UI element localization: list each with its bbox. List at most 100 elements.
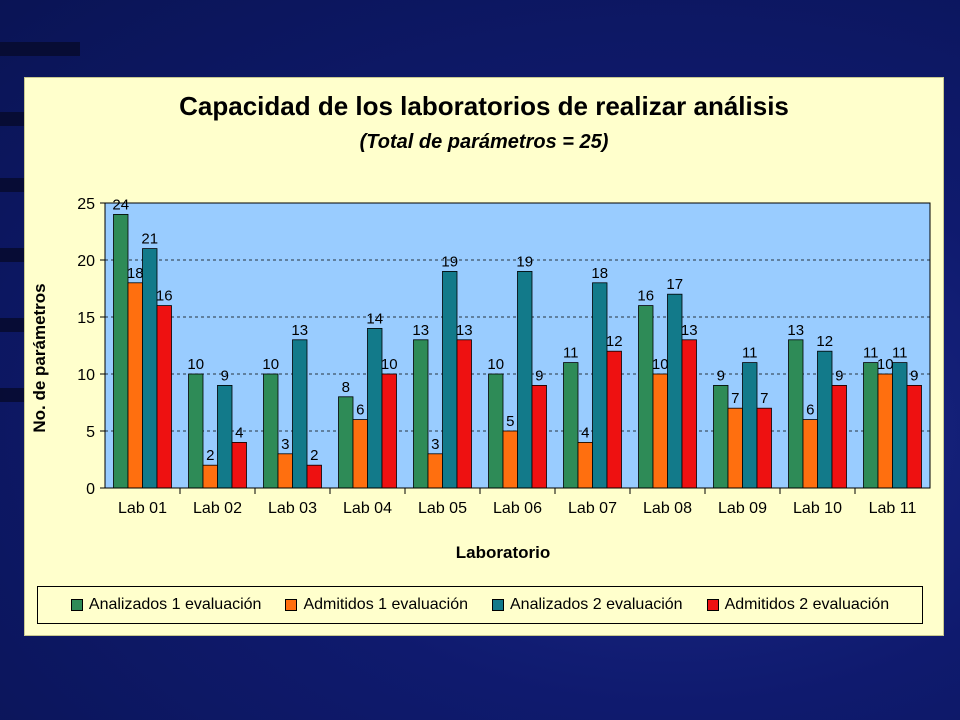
data-label: 3 (431, 436, 439, 453)
data-label: 9 (910, 367, 918, 384)
data-label: 7 (760, 390, 768, 407)
data-label: 13 (681, 322, 698, 339)
bar (831, 384, 847, 489)
bar-chart: 2418211610294103132861410133191310519911… (30, 196, 931, 562)
legend-swatch (706, 599, 719, 611)
legend-swatch (285, 599, 298, 611)
x-tick-label: Lab 02 (193, 500, 242, 517)
data-label: 16 (637, 288, 654, 305)
data-label: 13 (456, 322, 473, 339)
bar (127, 282, 143, 489)
bar (592, 282, 608, 489)
data-label: 12 (816, 333, 833, 350)
data-label: 13 (291, 322, 308, 339)
data-label: 3 (281, 436, 289, 453)
data-label: 11 (863, 345, 879, 362)
bar (456, 339, 472, 489)
background-stripe (0, 42, 80, 56)
background-stripe (0, 248, 24, 262)
legend-label: Admitidos 2 evaluación (724, 596, 890, 613)
data-label: 9 (221, 367, 229, 384)
x-tick-label: Lab 08 (643, 500, 692, 517)
legend-label: Analizados 1 evaluación (88, 596, 262, 613)
y-tick-label: 5 (86, 424, 95, 441)
bar (156, 305, 172, 489)
bar (367, 327, 383, 489)
bar (681, 339, 697, 489)
data-label: 11 (892, 345, 908, 362)
bar (338, 396, 354, 489)
bar (517, 270, 533, 489)
legend-swatch (70, 599, 83, 611)
bar (667, 293, 683, 489)
bar (577, 441, 593, 489)
bar (202, 464, 218, 489)
legend-label: Analizados 2 evaluación (510, 596, 683, 613)
chart-subtitle: (Total de parámetros = 25) (359, 131, 609, 153)
data-label: 4 (581, 424, 589, 441)
data-label: 5 (506, 413, 514, 430)
bar (442, 270, 458, 489)
bar (292, 339, 308, 489)
bar (877, 373, 893, 489)
bar (277, 453, 293, 489)
background-stripe (0, 318, 24, 332)
data-label: 12 (606, 333, 623, 350)
bar (263, 373, 279, 489)
data-label: 18 (591, 265, 608, 282)
data-label: 7 (731, 390, 739, 407)
legend: Analizados 1 evaluación Admitidos 1 evalu… (37, 586, 923, 624)
x-tick-label: Lab 06 (493, 500, 542, 517)
bar (427, 453, 443, 489)
background-stripe (0, 112, 24, 126)
bar (606, 350, 622, 489)
data-label: 10 (877, 356, 894, 373)
y-axis-title: No. de parámetros (30, 283, 49, 432)
bar (502, 430, 518, 489)
data-label: 19 (516, 253, 533, 270)
data-label: 24 (112, 196, 129, 213)
data-label: 16 (156, 288, 173, 305)
data-label: 10 (381, 356, 398, 373)
chart-panel: Capacidad de los laboratorios de realiza… (24, 77, 944, 636)
data-label: 18 (127, 265, 144, 282)
bar (381, 373, 397, 489)
x-tick-label: Lab 01 (118, 500, 167, 517)
x-tick-label: Lab 07 (568, 500, 617, 517)
data-label: 9 (717, 367, 725, 384)
data-label: 13 (412, 322, 429, 339)
bar (802, 419, 818, 489)
background-stripe (0, 178, 24, 192)
data-label: 4 (235, 424, 243, 441)
data-label: 11 (742, 345, 758, 362)
background-stripe (0, 388, 24, 402)
bar (306, 464, 322, 489)
bar (652, 373, 668, 489)
bar (142, 248, 158, 489)
y-tick-label: 20 (77, 253, 95, 270)
bar (788, 339, 804, 489)
data-label: 8 (342, 379, 350, 396)
bar (756, 407, 772, 489)
bar (188, 373, 204, 489)
y-tick-label: 25 (77, 196, 95, 213)
x-tick-label: Lab 10 (793, 500, 842, 517)
data-label: 10 (187, 356, 204, 373)
bar (413, 339, 429, 489)
data-label: 9 (835, 367, 843, 384)
data-label: 9 (535, 367, 543, 384)
data-label: 10 (487, 356, 504, 373)
bar (742, 362, 758, 489)
x-tick-label: Lab 11 (869, 500, 917, 517)
legend-item: Analizados 2 evaluación (492, 596, 683, 614)
data-label: 6 (356, 402, 364, 419)
x-tick-label: Lab 09 (718, 500, 767, 517)
data-labels: 2418211610294103132861410133191310519911… (112, 196, 918, 464)
y-tick-label: 15 (77, 310, 95, 327)
bar (713, 384, 729, 489)
chart-title: Capacidad de los laboratorios de realiza… (179, 91, 789, 121)
data-label: 19 (441, 253, 458, 270)
y-tick-label: 10 (77, 367, 95, 384)
bar (217, 384, 233, 489)
